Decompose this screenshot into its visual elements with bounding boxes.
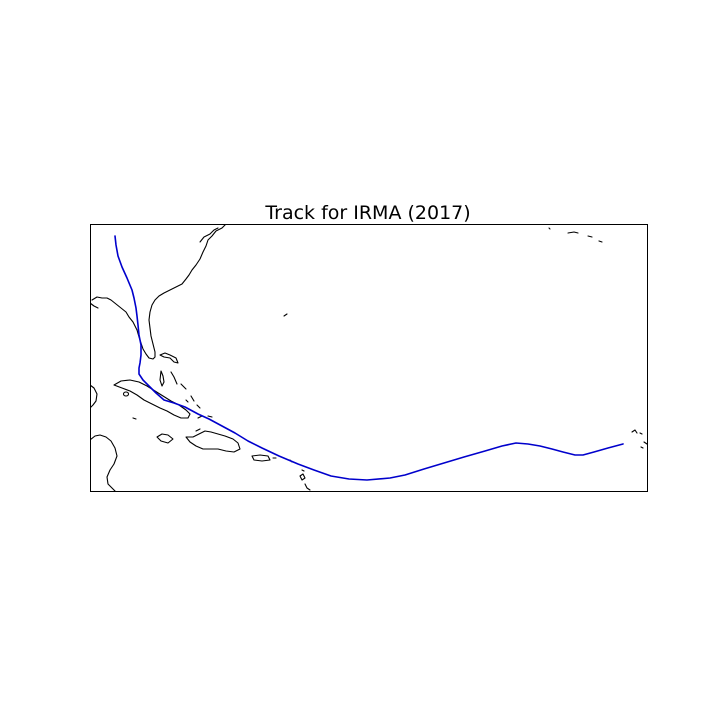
central-america-coast xyxy=(90,434,118,492)
yucatan-coast xyxy=(90,384,98,409)
hispaniola xyxy=(185,430,241,453)
cape-verde-3 xyxy=(643,441,648,445)
bahamas-south xyxy=(185,399,189,403)
bahamas-long-island xyxy=(190,395,195,402)
cape-verde-1 xyxy=(631,429,638,434)
us-east-coast xyxy=(91,224,227,360)
cape-verde-4 xyxy=(640,446,644,449)
azores-3 xyxy=(587,235,593,238)
lesser-antilles-barbuda xyxy=(301,469,305,472)
us-cape-detail xyxy=(199,227,219,243)
map-title: Track for IRMA (2017) xyxy=(264,202,470,224)
turks-caicos-east xyxy=(207,415,213,418)
bahamas-eleuthera xyxy=(170,371,178,385)
azores-4 xyxy=(598,240,603,243)
map-frame xyxy=(90,224,648,492)
tortuga-island xyxy=(195,428,201,432)
bermuda xyxy=(283,313,288,317)
bahamas-grand xyxy=(159,352,179,364)
cuba xyxy=(113,379,191,419)
bahamas-exuma xyxy=(180,383,187,390)
azores-1 xyxy=(548,227,551,230)
bahamas-inagua xyxy=(196,404,201,409)
gulf-coast-west xyxy=(90,302,99,309)
cape-verde-2 xyxy=(639,432,643,435)
cayman-islands xyxy=(132,417,137,420)
jamaica xyxy=(156,433,174,444)
puerto-rico xyxy=(251,454,271,462)
bahamas-andros xyxy=(159,370,165,387)
isle-of-youth xyxy=(122,391,130,397)
hurricane-track xyxy=(114,235,624,481)
lesser-antilles-south xyxy=(304,483,311,491)
lesser-antilles-guadeloupe xyxy=(299,473,306,481)
map-area xyxy=(90,224,648,492)
azores-2 xyxy=(567,231,579,234)
